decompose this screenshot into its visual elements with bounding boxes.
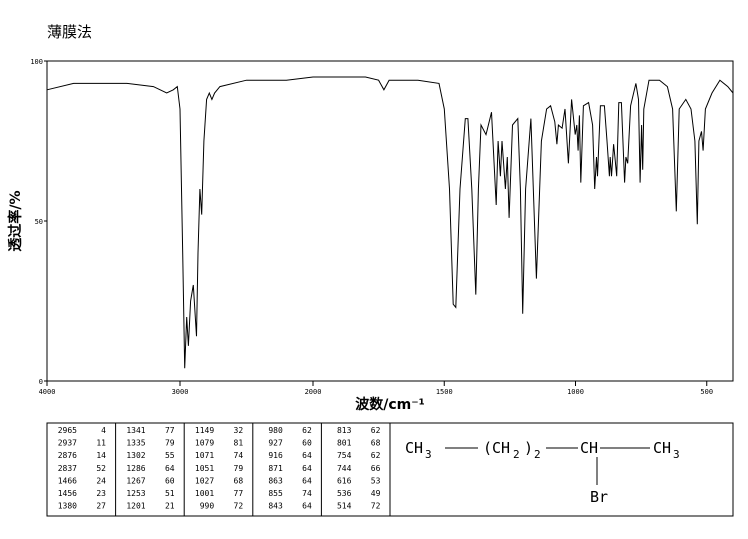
y-tick-label: 100: [30, 58, 43, 66]
peak-transmittance: 72: [234, 502, 244, 511]
structure-sub: 3: [425, 448, 432, 461]
peak-wavenumber: 744: [337, 464, 352, 473]
peak-wavenumber: 514: [337, 502, 352, 511]
peak-transmittance: 55: [165, 451, 175, 460]
peak-wavenumber: 2837: [58, 464, 77, 473]
x-tick-label: 2000: [305, 388, 322, 396]
peak-wavenumber: 536: [337, 489, 352, 498]
structure-sub: 2: [534, 448, 541, 461]
peak-transmittance: 68: [234, 476, 244, 485]
peak-wavenumber: 1253: [126, 489, 145, 498]
peak-transmittance: 72: [371, 502, 381, 511]
peak-transmittance: 64: [302, 502, 312, 511]
peak-transmittance: 74: [234, 451, 244, 460]
y-tick-label: 0: [39, 378, 43, 386]
peak-transmittance: 4: [101, 426, 106, 435]
structure-text: CH: [405, 439, 423, 457]
peak-transmittance: 23: [96, 489, 106, 498]
y-tick-label: 50: [35, 218, 43, 226]
peak-wavenumber: 616: [337, 476, 352, 485]
structure-text: CH: [580, 439, 598, 457]
peak-transmittance: 68: [371, 439, 381, 448]
peak-wavenumber: 1201: [126, 502, 145, 511]
peak-transmittance: 11: [96, 439, 106, 448]
peak-wavenumber: 855: [268, 489, 283, 498]
peak-wavenumber: 1267: [126, 476, 145, 485]
peak-wavenumber: 2937: [58, 439, 77, 448]
structure-text: CH: [653, 439, 671, 457]
structure: CH 3 (CH 2 ) 2 CH CH 3 Br: [405, 439, 680, 506]
peak-wavenumber: 1001: [195, 489, 214, 498]
spectrum-line: [46, 76, 734, 369]
peak-transmittance: 14: [96, 451, 106, 460]
peak-transmittance: 24: [96, 476, 106, 485]
peak-transmittance: 62: [302, 426, 312, 435]
peak-transmittance: 49: [371, 489, 381, 498]
peak-wavenumber: 843: [268, 502, 283, 511]
peak-wavenumber: 927: [268, 439, 283, 448]
x-tick-label: 1000: [567, 388, 584, 396]
peak-wavenumber: 1286: [126, 464, 145, 473]
peak-transmittance: 66: [371, 464, 381, 473]
peak-transmittance: 79: [234, 464, 244, 473]
structure-text: (CH: [483, 439, 510, 457]
x-tick-label: 3000: [172, 388, 189, 396]
peak-transmittance: 51: [165, 489, 175, 498]
x-axis-label: 波数/cm⁻¹: [355, 396, 425, 413]
x-tick-label: 4000: [39, 388, 56, 396]
peak-transmittance: 53: [371, 476, 381, 485]
peak-wavenumber: 801: [337, 439, 352, 448]
peak-transmittance: 21: [165, 502, 175, 511]
peak-wavenumber: 916: [268, 451, 283, 460]
peak-wavenumber: 1027: [195, 476, 214, 485]
peak-transmittance: 64: [302, 464, 312, 473]
x-tick-label: 1500: [436, 388, 453, 396]
peak-transmittance: 74: [302, 489, 312, 498]
peak-wavenumber: 2965: [58, 426, 77, 435]
peak-transmittance: 62: [371, 451, 381, 460]
peak-wavenumber: 1051: [195, 464, 214, 473]
peak-transmittance: 77: [234, 489, 244, 498]
y-axis-label: 透过率/%: [7, 190, 24, 251]
peak-transmittance: 77: [165, 426, 175, 435]
peak-transmittance: 62: [371, 426, 381, 435]
peak-wavenumber: 1380: [58, 502, 77, 511]
peak-transmittance: 52: [96, 464, 106, 473]
peak-wavenumber: 871: [268, 464, 283, 473]
peak-wavenumber: 1079: [195, 439, 214, 448]
peak-table: 2965 4 2937 11 2876 14 2837 52 1466 24 1456 23 1380 2…: [58, 423, 381, 516]
peak-wavenumber: 1466: [58, 476, 77, 485]
peak-wavenumber: 1341: [126, 426, 145, 435]
peak-transmittance: 64: [165, 464, 175, 473]
peak-wavenumber: 2876: [58, 451, 77, 460]
peak-wavenumber: 1302: [126, 451, 145, 460]
peak-transmittance: 79: [165, 439, 175, 448]
peak-wavenumber: 1149: [195, 426, 214, 435]
structure-sub: 2: [513, 448, 520, 461]
peak-wavenumber: 1335: [126, 439, 145, 448]
peak-transmittance: 64: [302, 476, 312, 485]
peak-wavenumber: 1071: [195, 451, 214, 460]
peak-transmittance: 27: [96, 502, 106, 511]
peak-wavenumber: 980: [268, 426, 283, 435]
peak-wavenumber: 754: [337, 451, 352, 460]
peak-transmittance: 64: [302, 451, 312, 460]
x-tick-label: 500: [700, 388, 713, 396]
chart-title: 薄膜法: [47, 23, 92, 41]
peak-wavenumber: 863: [268, 476, 283, 485]
peak-transmittance: 60: [302, 439, 312, 448]
peak-wavenumber: 813: [337, 426, 352, 435]
peak-wavenumber: 990: [200, 502, 215, 511]
peak-transmittance: 60: [165, 476, 175, 485]
structure-text: ): [524, 439, 533, 457]
peak-transmittance: 81: [234, 439, 244, 448]
peak-wavenumber: 1456: [58, 489, 77, 498]
peak-transmittance: 32: [234, 426, 244, 435]
structure-sub: 3: [673, 448, 680, 461]
structure-text: Br: [590, 488, 608, 506]
